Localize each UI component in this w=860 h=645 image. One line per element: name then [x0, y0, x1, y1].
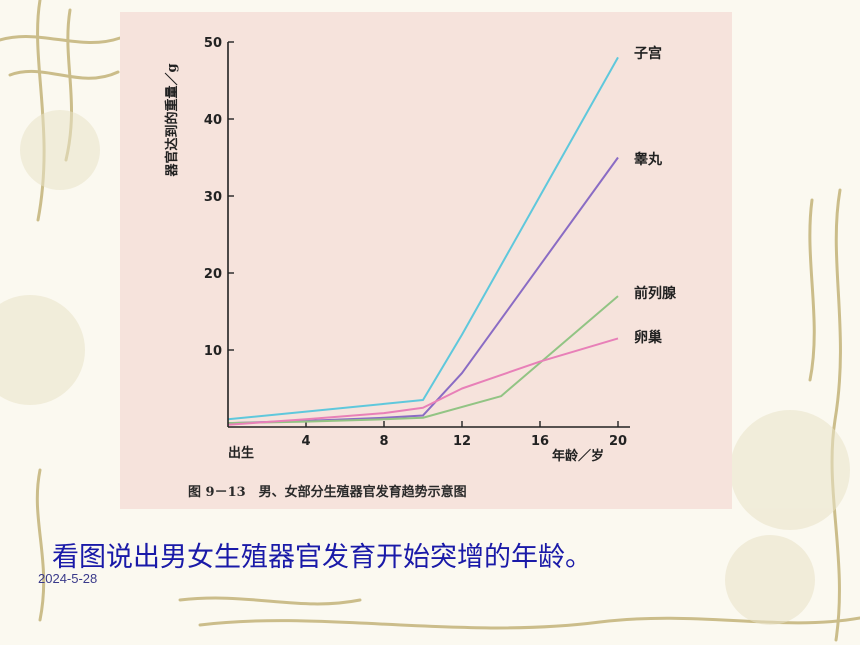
- y-tick-label: 10: [204, 344, 222, 359]
- y-axis-label: 器官达到的重量／g: [164, 63, 180, 177]
- series-line: [227, 295, 619, 425]
- y-tick-label: 50: [204, 36, 222, 51]
- x-tick-label: 12: [453, 434, 471, 449]
- slide-date: 2024-5-28: [38, 571, 98, 586]
- x-axis-start-label: 出生: [228, 445, 254, 461]
- series-line: [227, 156, 619, 425]
- chart-caption: 图 9－13 男、女部分生殖器官发育趋势示意图: [188, 484, 467, 500]
- series-label: 前列腺: [634, 285, 677, 302]
- x-tick-label: 4: [301, 434, 310, 449]
- x-axis-ticks: 4 8 12 16 20: [301, 421, 627, 449]
- series-label: 卵巢: [634, 329, 663, 346]
- question-text: 看图说出男女生殖器官发育开始突增的年龄。: [52, 542, 592, 573]
- y-tick-label: 30: [204, 190, 222, 205]
- series-label: 子宫: [634, 45, 662, 62]
- series-line: [227, 337, 619, 426]
- x-axis-label: 年龄／岁: [552, 448, 604, 464]
- series-line: [227, 56, 619, 421]
- y-tick-label: 40: [204, 113, 222, 128]
- y-axis-ticks: 10 20 30 40 50: [204, 36, 234, 359]
- x-tick-label: 20: [609, 434, 627, 449]
- x-tick-label: 8: [379, 434, 388, 449]
- series-lines: [227, 56, 619, 426]
- chart-figure: 10 20 30 40 50 4 8 12 16 20 子宫 睾丸 前列腺 卵巢 器官达到的重量／g …: [120, 12, 732, 509]
- series-label: 睾丸: [634, 151, 663, 168]
- x-tick-label: 16: [531, 434, 549, 449]
- y-tick-label: 20: [204, 267, 222, 282]
